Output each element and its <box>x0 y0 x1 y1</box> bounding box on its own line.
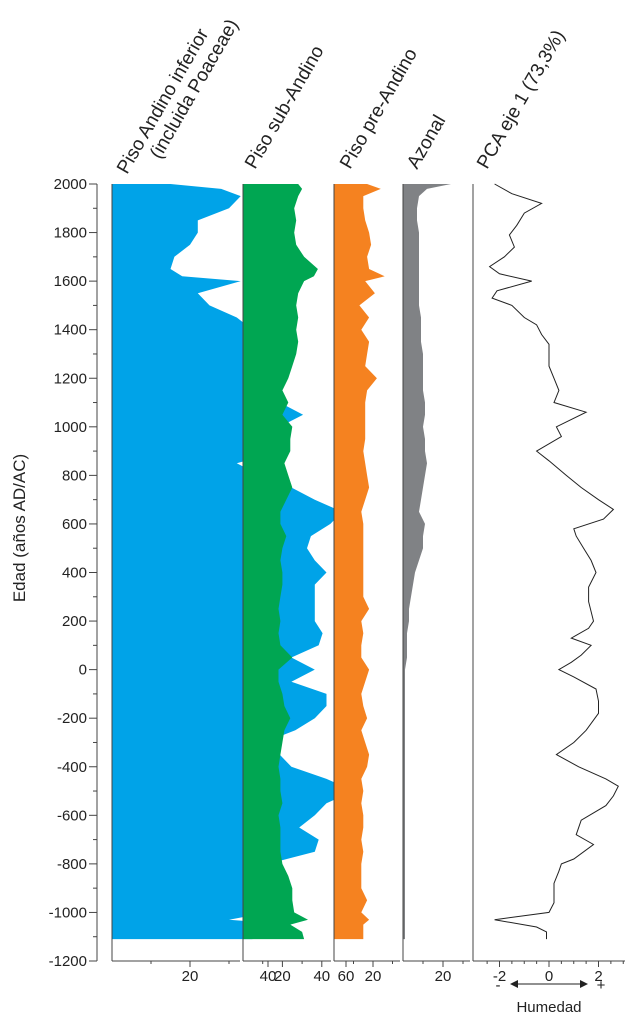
azonal-area <box>403 184 451 940</box>
y-tick-label: 2000 <box>54 176 87 193</box>
y-axis: 2000180016001400120010008006004002000-20… <box>10 176 98 970</box>
pca-title: PCA eje 1 (73,3%) <box>473 27 569 173</box>
piso-sub-andino-x-tick-label: 40 <box>313 968 330 985</box>
y-tick-label: 200 <box>62 613 87 630</box>
piso-andino-inferior-incluida-poaceae-x-tick-label: 60 <box>338 968 355 985</box>
pca-line <box>488 183 619 940</box>
y-tick-label: 1800 <box>54 225 87 242</box>
pca-x-tick-label: 2 <box>594 968 602 985</box>
y-tick-label: 1600 <box>54 273 87 290</box>
piso-sub-andino-area <box>243 184 318 940</box>
pca-x-tick-label: 0 <box>545 968 553 985</box>
humidity-minus-sign: - <box>496 977 501 994</box>
y-tick-label: -600 <box>57 807 87 824</box>
y-tick-label: 800 <box>62 467 87 484</box>
piso-sub-andino-title: Piso sub-Andino <box>241 42 328 172</box>
y-tick-label: -1200 <box>49 953 87 970</box>
y-tick-label: 600 <box>62 516 87 533</box>
piso-sub-andino-x-tick-label: 20 <box>274 968 291 985</box>
humidity-arrow-left-icon <box>510 980 518 988</box>
y-tick-label: 400 <box>62 565 87 582</box>
humidity-annotation: - + Humedad <box>496 977 606 1016</box>
piso-andino-inferior-incluida-poaceae-area <box>112 184 354 940</box>
humidity-plus-sign: + <box>597 977 606 994</box>
y-tick-label: 1200 <box>54 370 87 387</box>
y-axis-title: Edad (años AD/AC) <box>10 454 29 602</box>
y-tick-label: 1000 <box>54 419 87 436</box>
y-tick-label: -400 <box>57 759 87 776</box>
y-axis-ticks: 2000180016001400120010008006004002000-20… <box>49 176 98 970</box>
azonal-panel: 20 Azonal <box>402 112 470 985</box>
humidity-label: Humedad <box>516 999 581 1016</box>
pca-panel: -2 0 2 PCA eje 1 (73,3%) <box>472 27 625 985</box>
azonal-x-tick-label: 20 <box>435 968 452 985</box>
piso-pre-andino-area <box>334 184 385 940</box>
pca-x-tick-label: -2 <box>493 968 506 985</box>
y-tick-label: 1400 <box>54 322 87 339</box>
piso-andino-inferior-incluida-poaceae-x-tick-label: 40 <box>260 968 277 985</box>
piso-andino-inferior-incluida-poaceae-x-tick-label: 20 <box>182 968 199 985</box>
azonal-title: Azonal <box>403 112 450 173</box>
y-tick-label: -800 <box>57 856 87 873</box>
humidity-arrow-right-icon <box>580 980 588 988</box>
piso-pre-andino-x-tick-label: 20 <box>365 968 382 985</box>
y-tick-label: -1000 <box>49 904 87 921</box>
y-tick-label: -200 <box>57 710 87 727</box>
y-tick-label: 0 <box>79 662 87 679</box>
